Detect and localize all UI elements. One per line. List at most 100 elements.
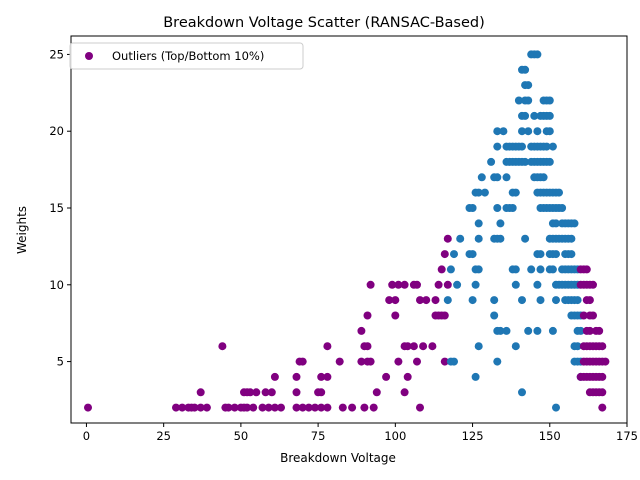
- data-point: [416, 403, 424, 412]
- data-point: [552, 403, 560, 412]
- data-point: [598, 372, 607, 381]
- data-point: [450, 357, 458, 366]
- data-point: [372, 388, 381, 397]
- data-point: [493, 127, 502, 136]
- data-point: [416, 296, 424, 305]
- data-point: [573, 296, 582, 305]
- data-point: [292, 403, 301, 412]
- data-point: [545, 111, 554, 120]
- data-point: [270, 403, 279, 412]
- data-point: [440, 357, 449, 366]
- data-point: [437, 265, 446, 274]
- data-point: [474, 234, 483, 243]
- data-point: [317, 372, 326, 381]
- data-point: [477, 173, 486, 182]
- data-point: [524, 96, 533, 105]
- data-point: [585, 326, 594, 335]
- y-axis-ticks: 5 10 15 20 25: [49, 47, 71, 369]
- data-point: [419, 342, 428, 351]
- data-point: [493, 142, 502, 151]
- data-point: [545, 127, 554, 136]
- data-point: [258, 403, 267, 412]
- data-point: [468, 204, 477, 212]
- y-tick-label: 25: [49, 47, 64, 61]
- data-point: [277, 403, 285, 412]
- data-point: [317, 403, 326, 412]
- data-point: [589, 280, 597, 289]
- data-point: [357, 326, 366, 335]
- data-point: [196, 403, 205, 412]
- x-axis-ticks: 0 25 50 75 100 125 150 175: [83, 423, 638, 443]
- data-point: [545, 157, 554, 166]
- data-point: [576, 326, 585, 335]
- data-point: [474, 265, 483, 274]
- data-point: [542, 142, 551, 151]
- x-tick-label: 0: [83, 429, 90, 443]
- data-point: [267, 388, 276, 397]
- data-point: [338, 403, 347, 412]
- data-point: [456, 234, 465, 243]
- data-point: [249, 403, 258, 412]
- data-point: [323, 403, 332, 412]
- data-point: [511, 280, 520, 289]
- data-point: [224, 403, 233, 412]
- data-point: [511, 342, 520, 351]
- data-point: [502, 173, 511, 182]
- data-points: [84, 50, 610, 412]
- data-point: [196, 388, 205, 397]
- data-point: [261, 388, 270, 397]
- x-tick-label: 100: [384, 429, 406, 443]
- data-point: [521, 65, 530, 74]
- data-point: [521, 111, 530, 120]
- data-point: [363, 311, 372, 320]
- data-point: [413, 280, 421, 289]
- data-point: [536, 296, 545, 305]
- data-point: [443, 280, 452, 289]
- data-point: [335, 357, 344, 366]
- y-tick-label: 15: [49, 201, 64, 215]
- data-point: [172, 403, 180, 412]
- data-point: [589, 311, 597, 320]
- data-point: [552, 250, 560, 259]
- data-point: [317, 388, 326, 397]
- data-point: [385, 296, 394, 305]
- data-point: [474, 219, 483, 228]
- data-point: [539, 173, 548, 182]
- data-point: [499, 127, 508, 136]
- data-point: [502, 326, 511, 335]
- data-point: [579, 311, 588, 320]
- data-point: [84, 403, 92, 412]
- data-point: [471, 280, 480, 289]
- data-point: [292, 372, 301, 381]
- data-point: [298, 403, 307, 412]
- data-point: [524, 326, 533, 335]
- data-point: [558, 204, 567, 212]
- data-point: [270, 372, 279, 381]
- data-point: [230, 403, 239, 412]
- data-point: [570, 219, 579, 228]
- y-tick-label: 5: [57, 355, 64, 369]
- data-point: [178, 403, 187, 412]
- data-point: [511, 188, 520, 197]
- data-point: [508, 204, 517, 212]
- data-point: [533, 127, 542, 136]
- y-axis-label: Weights: [15, 206, 29, 254]
- data-point: [403, 372, 412, 381]
- data-point: [311, 403, 319, 412]
- data-point: [601, 357, 610, 366]
- data-point: [567, 250, 576, 259]
- data-point: [243, 403, 252, 412]
- data-point: [493, 357, 502, 366]
- data-point: [252, 388, 261, 397]
- legend-label: Outliers (Top/Bottom 10%): [112, 49, 264, 63]
- data-point: [511, 265, 520, 274]
- data-point: [431, 296, 440, 305]
- data-point: [323, 342, 332, 351]
- data-point: [468, 296, 477, 305]
- data-point: [474, 188, 483, 197]
- data-point: [548, 326, 557, 335]
- data-point: [403, 342, 412, 351]
- data-point: [348, 403, 357, 412]
- data-point: [440, 250, 449, 259]
